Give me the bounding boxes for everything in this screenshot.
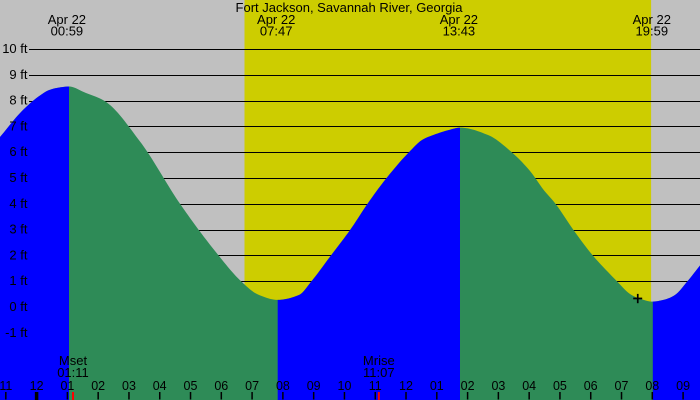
svg-text:1 ft: 1 ft: [9, 273, 27, 288]
svg-text:05: 05: [184, 379, 198, 393]
svg-text:Mset: Mset: [59, 353, 88, 368]
svg-text:07:47: 07:47: [260, 24, 293, 39]
svg-text:9 ft: 9 ft: [9, 67, 27, 82]
svg-text:02: 02: [461, 379, 475, 393]
svg-text:5 ft: 5 ft: [9, 170, 27, 185]
svg-text:6 ft: 6 ft: [9, 144, 27, 159]
svg-text:09: 09: [307, 379, 321, 393]
svg-text:12: 12: [399, 379, 413, 393]
svg-text:Fort Jackson, Savannah River,: Fort Jackson, Savannah River, Georgia: [236, 0, 464, 15]
svg-text:19:59: 19:59: [636, 24, 669, 39]
svg-text:03: 03: [122, 379, 136, 393]
svg-text:05: 05: [553, 379, 567, 393]
svg-text:3 ft: 3 ft: [9, 222, 27, 237]
svg-text:00:59: 00:59: [51, 24, 84, 39]
svg-text:01: 01: [430, 379, 444, 393]
svg-text:06: 06: [584, 379, 598, 393]
svg-text:0 ft: 0 ft: [9, 299, 27, 314]
svg-text:Apr 22: Apr 22: [257, 12, 295, 27]
svg-text:7 ft: 7 ft: [9, 118, 27, 133]
svg-text:11: 11: [0, 379, 12, 393]
svg-text:2 ft: 2 ft: [9, 247, 27, 262]
svg-text:07: 07: [615, 379, 629, 393]
svg-text:08: 08: [276, 379, 290, 393]
svg-text:Apr 22: Apr 22: [48, 12, 86, 27]
svg-text:04: 04: [522, 379, 536, 393]
svg-text:13:43: 13:43: [443, 24, 476, 39]
svg-text:01:11: 01:11: [57, 365, 89, 380]
svg-text:06: 06: [214, 379, 228, 393]
svg-text:4 ft: 4 ft: [9, 196, 27, 211]
svg-text:11:07: 11:07: [363, 365, 395, 380]
svg-text:08: 08: [645, 379, 659, 393]
svg-text:8 ft: 8 ft: [9, 93, 27, 108]
svg-text:Mrise: Mrise: [363, 353, 395, 368]
svg-text:07: 07: [245, 379, 259, 393]
svg-text:Apr 22: Apr 22: [440, 12, 478, 27]
svg-text:02: 02: [91, 379, 105, 393]
svg-text:11: 11: [369, 379, 382, 393]
svg-text:01: 01: [60, 379, 74, 393]
svg-text:12: 12: [30, 379, 44, 393]
svg-text:10: 10: [338, 379, 352, 393]
svg-text:10 ft: 10 ft: [2, 41, 28, 56]
svg-text:-1 ft: -1 ft: [5, 325, 28, 340]
svg-text:09: 09: [676, 379, 690, 393]
svg-text:04: 04: [153, 379, 167, 393]
svg-text:Apr 22: Apr 22: [633, 12, 671, 27]
svg-text:03: 03: [491, 379, 505, 393]
